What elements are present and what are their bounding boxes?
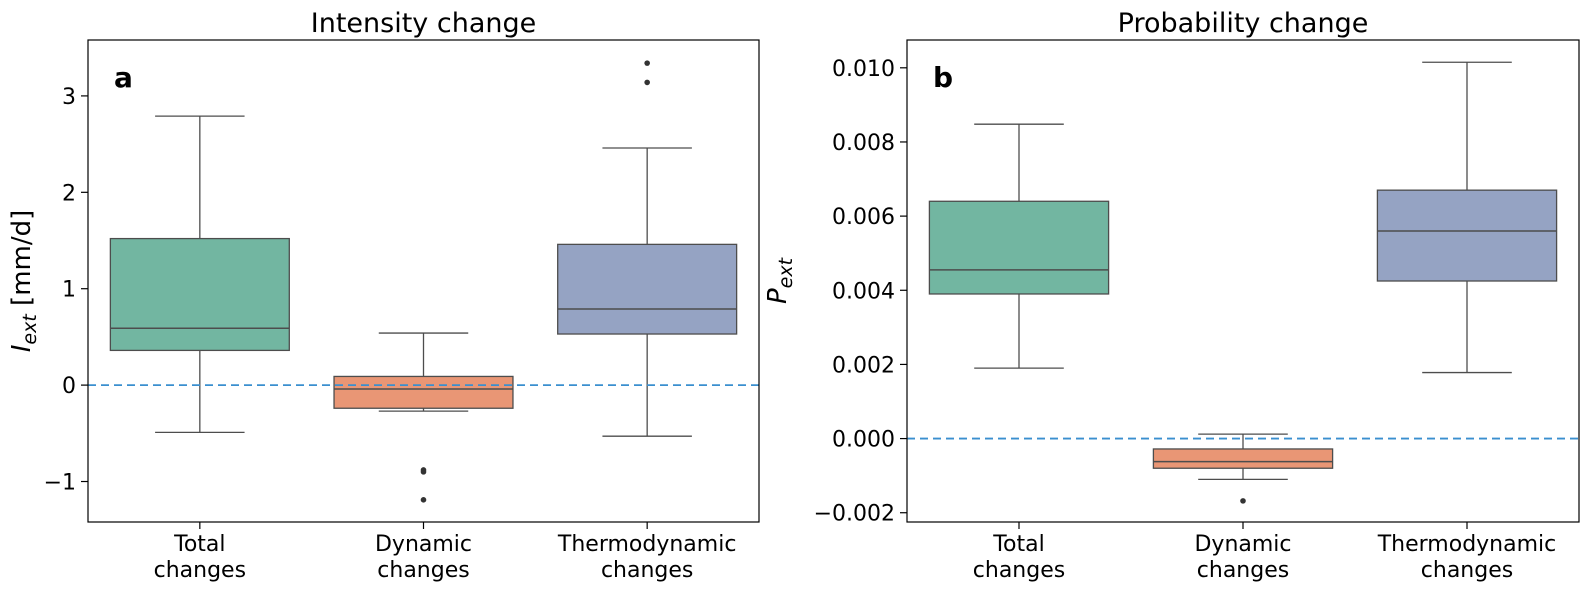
box-dynamic-changes [1152,433,1334,504]
y-tick-label: 0.004 [832,279,895,304]
y-tick-label: 0.000 [832,428,895,453]
outlier-point [1240,498,1246,504]
x-tick-label: Dynamic [375,532,472,557]
y-tick-label: 2 [62,181,76,206]
box-thermodynamic-changes [557,60,738,437]
box-total-changes [109,115,290,433]
y-tick-label: 1 [62,278,76,303]
chart-title: Intensity change [311,8,536,39]
y-tick-label: −0.002 [814,502,895,527]
x-tick-label: changes [973,558,1065,583]
outlier-point [644,60,650,66]
y-tick-label: 0.008 [832,131,895,156]
x-tick-label: changes [154,558,246,583]
box-thermodynamic-changes [1376,61,1558,374]
y-tick-label: 0.006 [832,205,895,230]
x-tick-label: changes [1197,558,1289,583]
box-iqr [1376,189,1558,282]
box-iqr [928,200,1110,295]
axes-frame [87,39,760,523]
x-tick-label: Total [173,532,225,557]
y-tick-label: −1 [44,471,76,496]
panel-label: b [933,61,953,94]
y-tick-label: 0.010 [832,57,895,82]
chart-title: Probability change [1118,8,1369,39]
box-iqr [109,237,290,352]
panel-label: a [114,61,133,94]
y-tick-label: 3 [62,85,76,110]
axes-frame [906,39,1580,523]
x-tick-label: Thermodynamic [557,532,737,557]
box-dynamic-changes [333,332,514,503]
y-tick-label: 0 [62,374,76,399]
x-tick-label: Total [992,532,1044,557]
x-tick-label: Thermodynamic [1377,532,1557,557]
y-tick-label: 0.002 [832,353,895,378]
x-tick-label: Dynamic [1194,532,1291,557]
outlier-point [644,79,650,86]
y-axis-label: Pext [763,256,797,304]
outlier-point [420,497,427,503]
box-iqr [333,375,514,409]
x-tick-label: changes [601,558,693,583]
outlier-point [420,469,427,475]
panel-b: Probability change −0.002 0.000 0.002 0.004 0… [763,8,1580,583]
x-tick-label: changes [377,558,469,583]
box-iqr [1152,448,1334,469]
box-total-changes [928,123,1110,369]
box-iqr [557,243,738,335]
y-axis-label: Iext [mm/d] [7,210,41,353]
x-tick-label: changes [1421,558,1513,583]
